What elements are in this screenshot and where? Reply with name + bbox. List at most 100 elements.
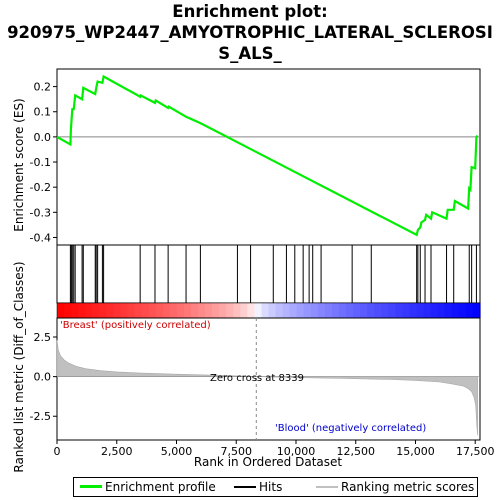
x-tick-label: 17,500 xyxy=(456,445,495,458)
correlation-bar-segment xyxy=(430,303,439,318)
correlation-bar-segment xyxy=(176,303,185,318)
correlation-bar-segment xyxy=(388,303,396,318)
correlation-bar-segment xyxy=(212,303,220,318)
correlation-bar-segment xyxy=(423,303,432,318)
correlation-bar-segment xyxy=(240,303,248,318)
legend-enrichment-swatch xyxy=(80,485,102,488)
correlation-bar-segment xyxy=(226,303,234,318)
correlation-bar-segment xyxy=(254,303,263,318)
correlation-bar-segment xyxy=(353,303,361,318)
correlation-bar-segment xyxy=(324,303,333,318)
hits-frame xyxy=(56,244,481,304)
legend-hits-swatch xyxy=(234,485,256,488)
correlation-bar-segment xyxy=(148,303,157,318)
correlation-bar-segment xyxy=(219,303,227,318)
correlation-bar-segment xyxy=(437,303,446,318)
correlation-bar-segment xyxy=(247,303,255,318)
correlation-bar-segment xyxy=(268,303,277,318)
correlation-bar-segment xyxy=(374,303,382,318)
legend: Enrichment profile Hits Ranking metric s… xyxy=(73,477,478,497)
correlation-bar-segment xyxy=(331,303,340,318)
x-tick-label: 5,000 xyxy=(161,445,193,458)
metric-y-tick-label: 0.0 xyxy=(34,371,52,384)
correlation-bar-panel xyxy=(56,302,481,319)
correlation-bar-segment xyxy=(296,303,305,318)
correlation-bar-segment xyxy=(190,303,199,318)
x-tick-label: 12,500 xyxy=(336,445,375,458)
correlation-bar-segment xyxy=(465,303,474,318)
legend-hits: Hits xyxy=(234,480,282,495)
correlation-bar-segment xyxy=(458,303,467,318)
correlation-bar-segment xyxy=(395,303,404,318)
correlation-bar-segment xyxy=(85,303,93,318)
es-y-tick-label: -0.2 xyxy=(30,181,51,194)
metric-y-tick-label: -2.5 xyxy=(30,410,51,423)
correlation-bar-segment xyxy=(162,303,171,318)
correlation-bar-segment xyxy=(113,303,122,318)
positive-class-label: 'Breast' (positively correlated) xyxy=(60,320,211,331)
correlation-bar-segment xyxy=(169,303,178,318)
correlation-bar-segment xyxy=(360,303,368,318)
correlation-bar-segment xyxy=(106,303,114,318)
x-axis: 0 2,500 5,000 7,500 10,000 12,500 15,000 17,500 xyxy=(54,440,495,458)
es-y-tick-label: 0.2 xyxy=(34,81,52,94)
es-y-axis-label: Enrichment score (ES) xyxy=(12,98,26,231)
correlation-bar-segment xyxy=(183,303,192,318)
correlation-bar-segment xyxy=(155,303,164,318)
correlation-bar-segment xyxy=(134,303,143,318)
ranking-metric-area xyxy=(56,340,478,436)
correlation-bar-segment xyxy=(233,303,241,318)
correlation-bar-segment xyxy=(275,303,284,318)
x-tick-label: 15,000 xyxy=(396,445,435,458)
legend-enrichment-label: Enrichment profile xyxy=(105,480,216,494)
correlation-bar-segment xyxy=(346,303,354,318)
es-y-tick-label: 0.0 xyxy=(34,131,52,144)
negative-class-label: 'Blood' (negatively correlated) xyxy=(275,423,426,434)
correlation-bar-segment xyxy=(303,303,312,318)
correlation-bar-segment xyxy=(99,303,107,318)
correlation-bar-segment xyxy=(205,303,213,318)
correlation-bar-segment xyxy=(444,303,453,318)
correlation-bar-segment xyxy=(451,303,460,318)
legend-ranking-swatch xyxy=(316,485,338,488)
x-tick-label: 10,000 xyxy=(277,445,316,458)
correlation-bar-segment xyxy=(289,303,298,318)
metric-panel: 2.5 0.0 -2.5 xyxy=(30,317,481,441)
es-y-tick-label: -0.3 xyxy=(30,206,51,219)
legend-ranking-label: Ranking metric scores xyxy=(341,480,475,494)
correlation-bar-segment xyxy=(409,303,418,318)
correlation-bar-segment xyxy=(339,303,347,318)
legend-enrichment-profile: Enrichment profile xyxy=(80,480,216,495)
x-tick-label: 7,500 xyxy=(220,445,252,458)
metric-y-tick-label: 2.5 xyxy=(34,331,52,344)
es-y-tick-label: -0.1 xyxy=(30,156,51,169)
correlation-bar-segment xyxy=(416,303,425,318)
correlation-bar-segment xyxy=(402,303,411,318)
correlation-bar-segment xyxy=(71,303,79,318)
es-panel: 0.2 0.1 0.0 -0.1 -0.2 -0.3 -0.4 xyxy=(30,68,481,246)
correlation-bar-segment xyxy=(317,303,326,318)
correlation-bar-segment xyxy=(261,303,270,318)
legend-ranking-metric: Ranking metric scores xyxy=(316,480,474,495)
title-line-2: 920975_WP2447_AMYOTROPHIC_LATERAL_SCLERO… xyxy=(7,23,493,42)
x-tick-label: 0 xyxy=(54,445,61,458)
metric-y-axis-label: Ranked list metric (Diff_of_Classes) xyxy=(12,261,26,472)
hits-panel xyxy=(56,244,481,304)
correlation-bar-segment xyxy=(310,303,319,318)
title-line-3: S_ALS_ xyxy=(218,44,282,63)
chart-title: Enrichment plot: 920975_WP2447_AMYOTROPH… xyxy=(0,1,500,64)
es-frame xyxy=(56,68,481,246)
correlation-bar-segment xyxy=(141,303,150,318)
correlation-bar-segment xyxy=(367,303,375,318)
correlation-bar-segment xyxy=(120,303,129,318)
x-tick-label: 2,500 xyxy=(101,445,133,458)
correlation-bar-segment xyxy=(92,303,100,318)
zero-cross-label: Zero cross at 8339 xyxy=(210,373,304,384)
correlation-bar-segment xyxy=(64,303,72,318)
enrichment-profile-line xyxy=(56,74,479,237)
correlation-bar-segment xyxy=(198,303,206,318)
correlation-bar-segment xyxy=(381,303,389,318)
es-y-tick-label: 0.1 xyxy=(34,106,52,119)
correlation-bar-segment xyxy=(127,303,136,318)
